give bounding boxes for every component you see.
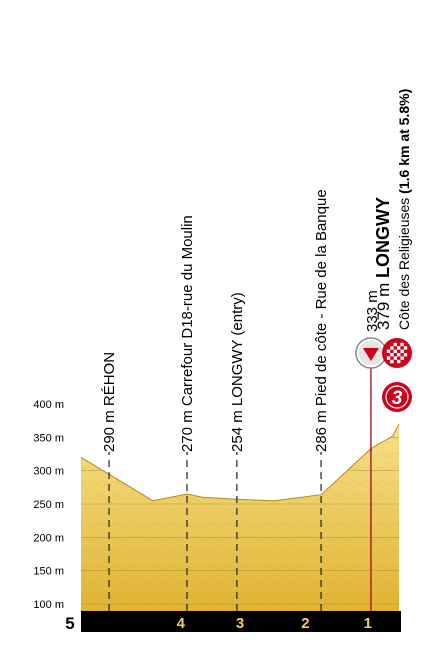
y-tick-label: 100 m: [33, 599, 64, 611]
y-tick-label: 200 m: [33, 532, 64, 544]
marker-label: 333 m: [364, 290, 381, 332]
flag-square: [390, 353, 394, 357]
flag-square: [397, 353, 401, 357]
flag-square: [397, 346, 401, 350]
kom-category-label: 3: [392, 388, 403, 409]
flag-square: [386, 349, 391, 353]
flag-square: [390, 346, 394, 350]
climb-label: Côte des Religieuses (1.6 km at 5.8%): [396, 89, 412, 330]
flag-square: [393, 342, 397, 347]
finish-marker: 3 379 m LONGWY Côte des Religieuses (1.6 k…: [373, 89, 412, 412]
waypoints: 290 m RÉHON 270 m Carrefour D18-rue du Mo…: [101, 189, 330, 611]
y-axis: 400 m 350 m 300 m 250 m 200 m 150 m 100 m: [33, 399, 64, 611]
finish-altitude: 379 m: [374, 278, 393, 330]
x-tick-label: 3: [236, 615, 244, 632]
flag-square: [403, 346, 408, 350]
y-tick-label: 300 m: [33, 466, 64, 478]
x-tick-label: 4: [177, 615, 186, 632]
x-tick-label: 1: [364, 615, 372, 632]
y-tick-label: 350 m: [33, 432, 64, 444]
y-tick-label: 400 m: [33, 399, 64, 411]
x-tick-label: 5: [65, 614, 74, 633]
red-triangle-1km-icon: [355, 337, 387, 369]
finish-name: LONGWY: [373, 197, 393, 278]
waypoint-label: 254 m LONGWY (entry): [229, 292, 246, 452]
waypoint-label: 270 m Carrefour D18-rue du Moulin: [179, 215, 196, 452]
waypoint-label: 286 m Pied de côte - Rue de la Banque: [313, 189, 330, 452]
flag-square: [393, 349, 397, 353]
kom-category-icon: 3: [382, 382, 412, 412]
x-axis-bar: 5 4 3 2 1: [65, 611, 401, 633]
flag-square: [400, 349, 404, 353]
flag-square: [397, 359, 401, 364]
y-tick-label: 150 m: [33, 566, 64, 578]
flag-square: [386, 356, 391, 360]
climb-name: Côte des Religieuses: [396, 198, 412, 330]
y-tick-label: 250 m: [33, 499, 64, 511]
kom-ring: [385, 385, 409, 409]
flag-square: [403, 353, 408, 357]
finish-label: 379 m LONGWY: [373, 197, 393, 330]
flag-square: [390, 359, 394, 364]
waypoint-label: 290 m RÉHON: [101, 352, 118, 452]
x-axis-bar-rect: [81, 611, 401, 632]
flag-square: [400, 342, 404, 347]
profile-outline: [80, 423, 400, 502]
climb-stats: (1.6 km at 5.8%): [396, 89, 412, 198]
flag-square: [400, 356, 404, 360]
flag-square: [393, 356, 397, 360]
marker-triangle: [362, 348, 379, 361]
x-tick-label: 2: [301, 615, 309, 632]
checkered-flag-icon: [382, 338, 412, 368]
